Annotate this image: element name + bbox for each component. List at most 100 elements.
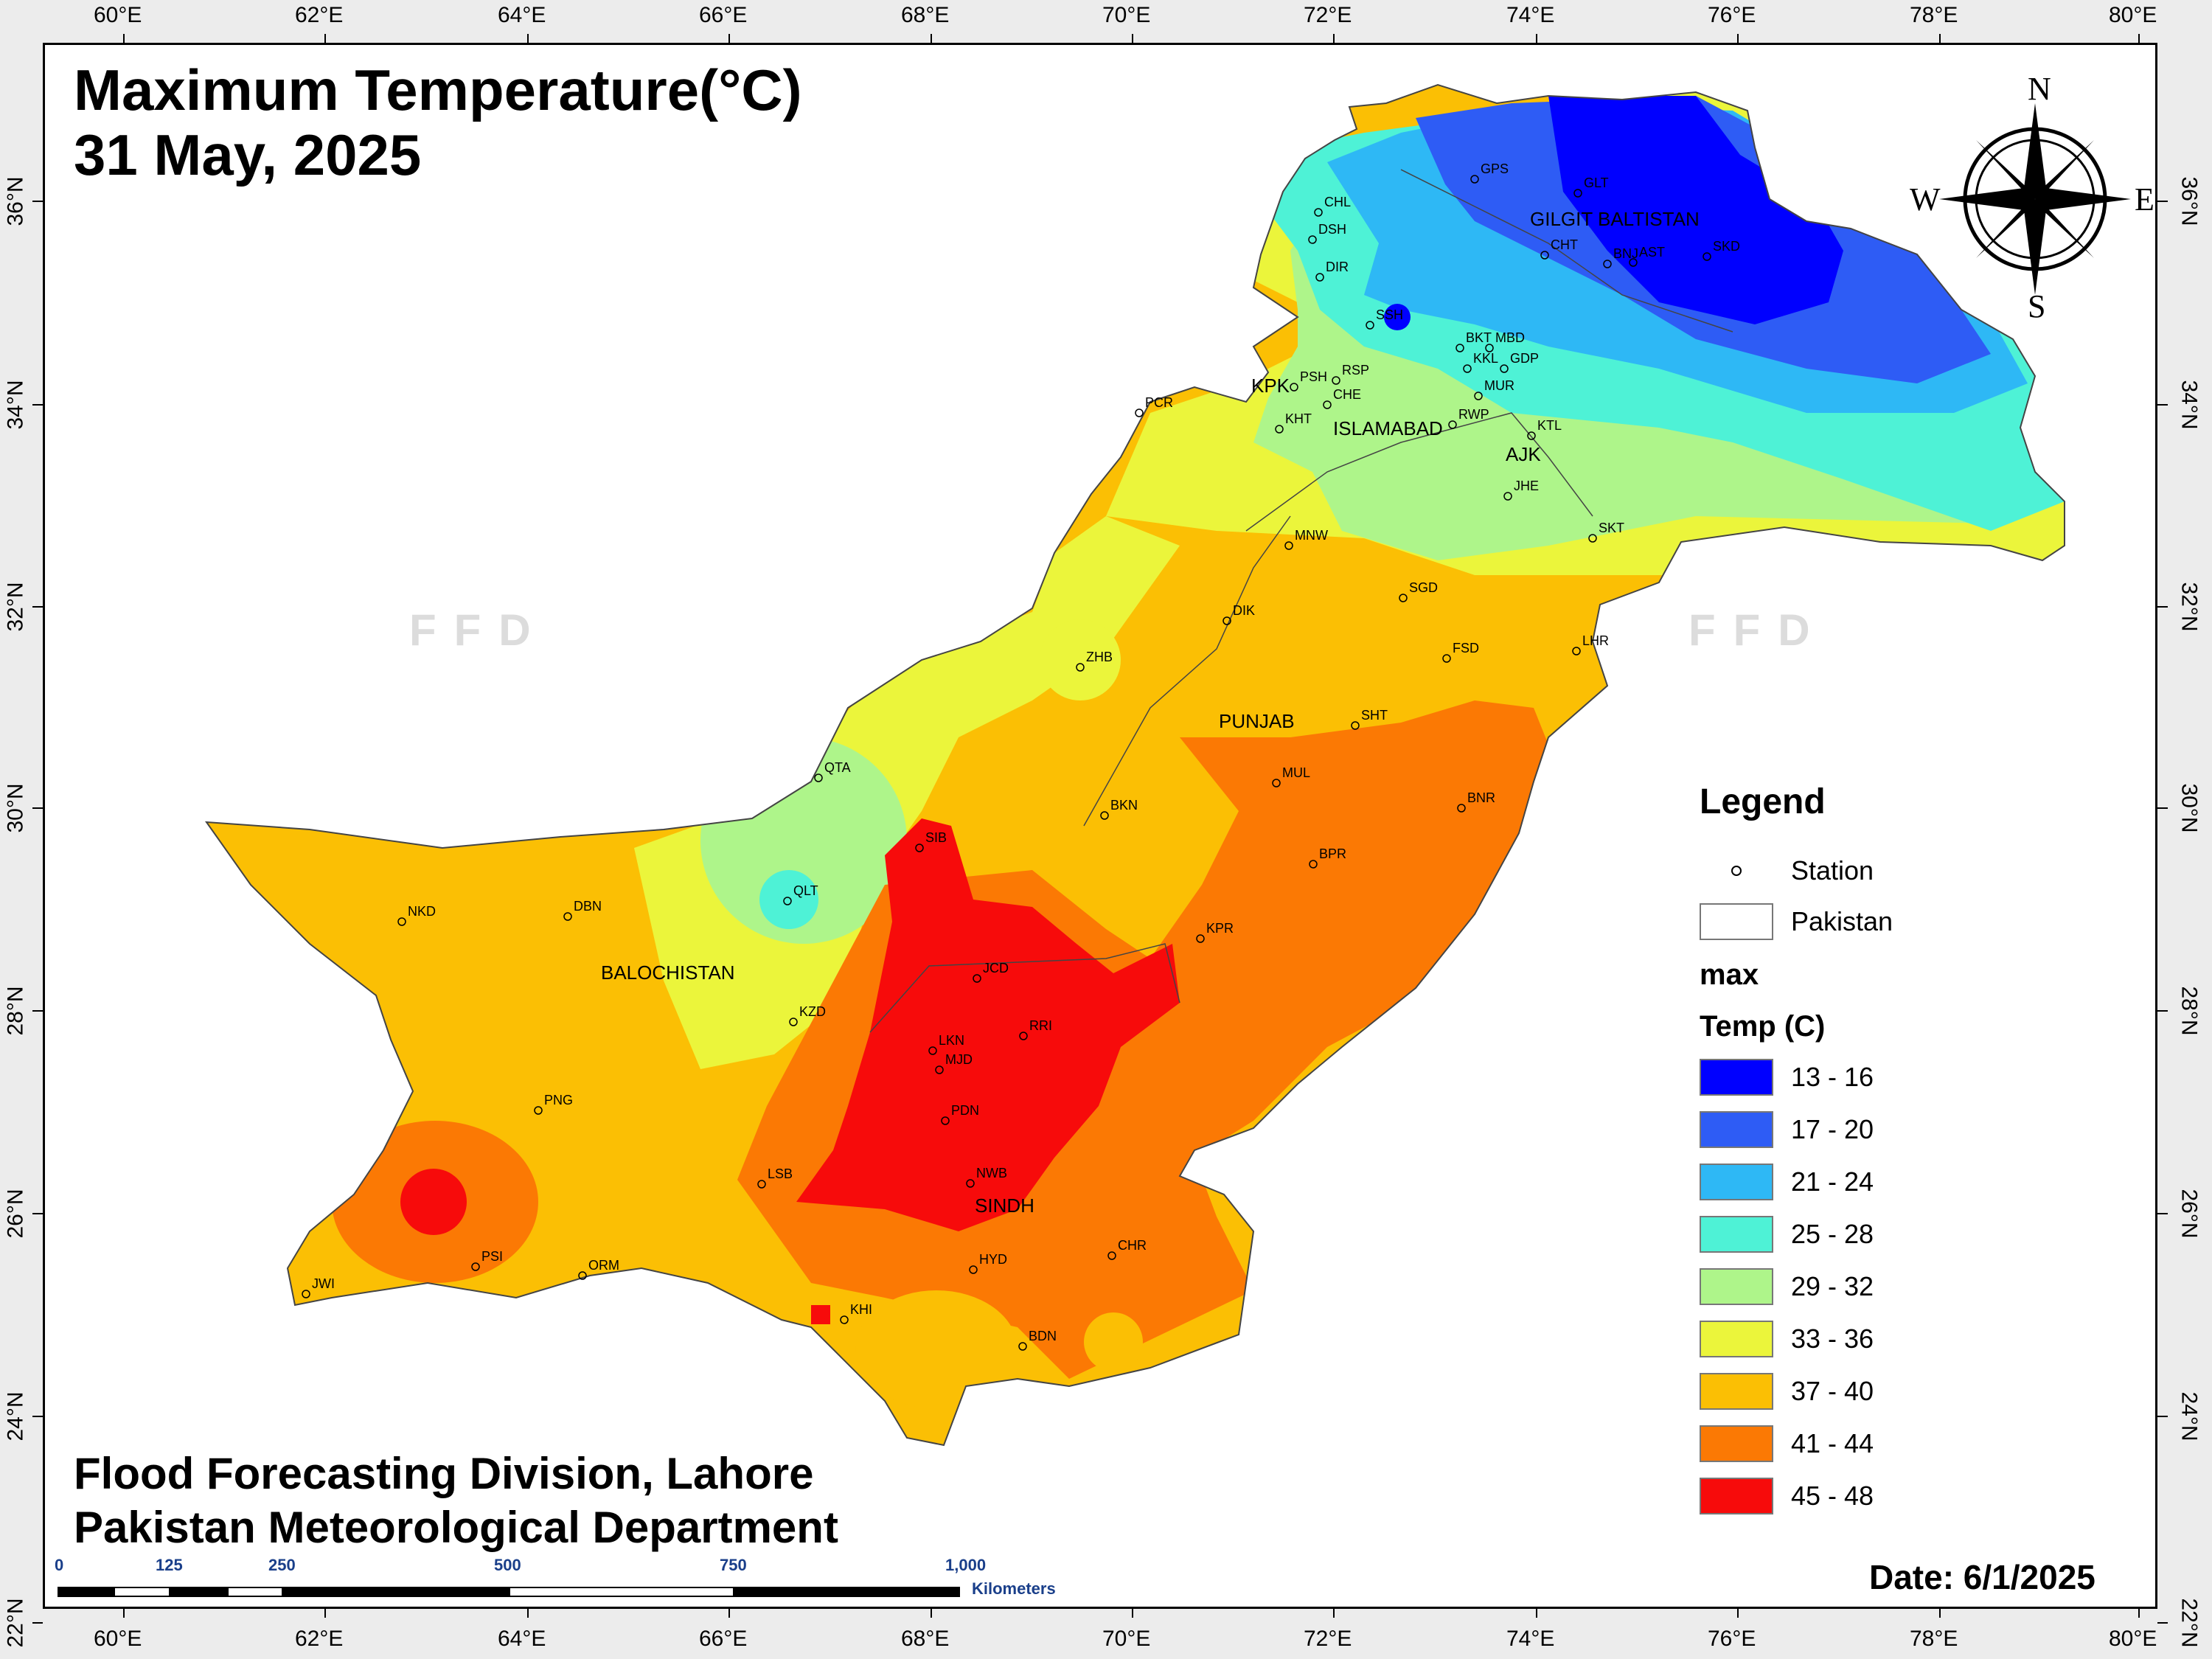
station-label: BNR	[1467, 790, 1495, 805]
station-marker	[1100, 811, 1109, 820]
station-label: ORM	[588, 1258, 619, 1273]
station-marker	[969, 1265, 978, 1274]
station-label: QTA	[824, 760, 851, 775]
lon-tick-label-bottom: 78°E	[1910, 1627, 1958, 1651]
scale-segment	[114, 1587, 170, 1597]
title-line2: 31 May, 2025	[74, 122, 422, 187]
station-marker	[1572, 647, 1581, 655]
station-marker	[935, 1065, 944, 1074]
legend-swatch	[1700, 1268, 1773, 1305]
scale-label: 750	[720, 1556, 747, 1574]
station-marker	[1470, 175, 1479, 184]
legend-title: Legend	[1700, 782, 1826, 821]
station-label: CHR	[1118, 1238, 1147, 1253]
station-label: CHE	[1333, 387, 1361, 402]
station-label: CHL	[1324, 195, 1351, 209]
station-label: HYD	[979, 1252, 1007, 1267]
station-label: QLT	[793, 883, 818, 898]
tick-mark	[32, 1622, 43, 1624]
station-marker	[1500, 364, 1509, 373]
scale-label: 250	[268, 1556, 296, 1574]
legend-swatch	[1700, 1425, 1773, 1462]
station-label: KPR	[1206, 921, 1234, 936]
lon-tick-label-bottom: 68°E	[901, 1627, 950, 1651]
station-marker	[928, 1046, 937, 1055]
station-marker	[1588, 534, 1597, 543]
lon-tick-label-top: 80°E	[2109, 3, 2157, 27]
station-label: KHI	[850, 1302, 872, 1317]
station-marker	[1196, 934, 1205, 943]
tick-mark	[2157, 807, 2168, 809]
legend-swatch	[1700, 1164, 1773, 1200]
station-marker	[397, 917, 406, 926]
station-marker	[302, 1290, 310, 1298]
tick-mark	[324, 34, 326, 44]
title-line1: Maximum Temperature(°C)	[74, 58, 802, 122]
legend-class: 33 - 36	[1700, 1321, 1874, 1357]
station-label: RWP	[1458, 407, 1489, 422]
legend-swatch	[1700, 1478, 1773, 1514]
tick-mark	[1737, 34, 1739, 44]
station-label: BDN	[1029, 1329, 1057, 1343]
legend-swatch	[1700, 1373, 1773, 1410]
lon-tick-label-bottom: 76°E	[1708, 1627, 1756, 1651]
tick-mark	[2157, 404, 2168, 406]
tick-mark	[2157, 1010, 2168, 1012]
legend-class-label: 21 - 24	[1791, 1166, 1874, 1197]
tick-mark	[931, 34, 932, 44]
station-marker	[534, 1106, 543, 1115]
station-marker	[1107, 1251, 1116, 1260]
station-marker	[1448, 420, 1457, 429]
tick-mark	[32, 606, 43, 608]
station-label: DIR	[1326, 260, 1349, 274]
tick-mark	[2157, 1213, 2168, 1214]
credits-line1: Flood Forecasting Division, Lahore	[74, 1449, 814, 1498]
station-marker	[1076, 663, 1085, 672]
tick-mark	[1536, 1607, 1537, 1618]
station-marker	[1573, 189, 1582, 198]
station-label: DIK	[1233, 603, 1255, 618]
lon-tick-label-top: 68°E	[901, 3, 950, 27]
tick-mark	[728, 34, 730, 44]
map-title: Maximum Temperature(°C) 31 May, 2025	[74, 58, 802, 187]
station-label: MNW	[1295, 528, 1328, 543]
lon-tick-label-top: 70°E	[1102, 3, 1151, 27]
station-marker	[783, 897, 792, 905]
legend-class-label: 13 - 16	[1791, 1062, 1874, 1092]
lon-tick-label-top: 76°E	[1708, 3, 1756, 27]
station-label: DBN	[574, 899, 602, 914]
legend-class: 41 - 44	[1700, 1425, 1874, 1462]
station-marker	[1018, 1342, 1027, 1351]
lon-tick-label-top: 62°E	[295, 3, 344, 27]
station-label: GLT	[1584, 175, 1609, 190]
tick-mark	[1536, 34, 1537, 44]
station-marker	[1290, 383, 1298, 392]
tick-mark	[1333, 1607, 1335, 1618]
station-marker	[840, 1315, 849, 1324]
tick-mark	[1737, 1607, 1739, 1618]
legend-class-label: 45 - 48	[1791, 1481, 1874, 1511]
tick-mark	[32, 1416, 43, 1417]
lon-tick-label-bottom: 66°E	[699, 1627, 748, 1651]
issue-date: Date: 6/1/2025	[1869, 1558, 2096, 1596]
legend-class: 25 - 28	[1700, 1216, 1874, 1253]
station-label: SKT	[1599, 521, 1624, 535]
station-marker	[1222, 616, 1231, 625]
station-marker	[563, 912, 572, 921]
scale-segment	[734, 1587, 960, 1597]
station-label: LKN	[939, 1033, 964, 1048]
station-marker	[1351, 721, 1360, 730]
station-label: AST	[1639, 245, 1665, 260]
scale-segment	[170, 1587, 227, 1597]
station-label: JWI	[312, 1276, 335, 1291]
station-label: KZD	[799, 1004, 826, 1019]
legend-boundary-label: Pakistan	[1791, 906, 1893, 936]
station-marker	[973, 974, 981, 983]
legend-class-label: 41 - 44	[1791, 1428, 1874, 1458]
station-label: MUR	[1484, 378, 1514, 393]
lon-tick-label-top: 74°E	[1506, 3, 1555, 27]
station-label: JHE	[1514, 479, 1539, 493]
station-marker	[1463, 364, 1472, 373]
legend-class: 21 - 24	[1700, 1164, 1874, 1200]
station-label: PNG	[544, 1093, 573, 1107]
